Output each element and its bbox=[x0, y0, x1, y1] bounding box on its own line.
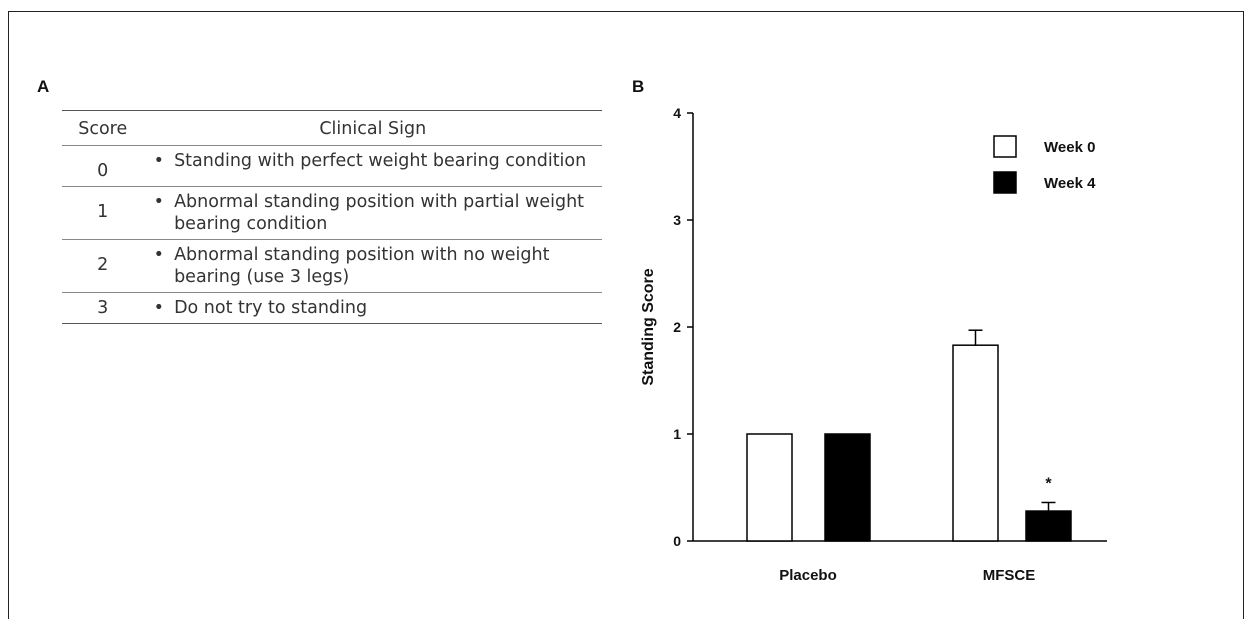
y-tick-label: 2 bbox=[673, 319, 681, 335]
clinical-sign-column-header: Clinical Sign bbox=[143, 110, 602, 146]
panel-a-label: A bbox=[37, 77, 50, 96]
y-tick-label: 4 bbox=[673, 105, 681, 121]
bar bbox=[952, 344, 999, 542]
legend-swatch bbox=[993, 135, 1017, 158]
y-tick-label: 0 bbox=[673, 533, 681, 549]
score-cell: 3 bbox=[62, 292, 144, 324]
bar bbox=[746, 433, 793, 542]
table-row: 0 • Standing with perfect weight bearing… bbox=[62, 145, 602, 187]
score-cell: 0 bbox=[62, 145, 144, 187]
score-table: Score Clinical Sign 0 • Standing with pe… bbox=[62, 110, 602, 324]
score-cell: 2 bbox=[62, 239, 144, 293]
clinical-sign-cell: Do not try to standing bbox=[174, 292, 602, 324]
significance-marker: * bbox=[1045, 475, 1052, 492]
bar bbox=[824, 433, 871, 542]
clinical-sign-cell: Abnormal standing position with no weigh… bbox=[174, 239, 602, 293]
bullet: • bbox=[143, 186, 175, 240]
clinical-sign-cell: Standing with perfect weight bearing con… bbox=[174, 145, 602, 187]
bullet: • bbox=[143, 145, 175, 187]
x-tick-label: Placebo bbox=[779, 567, 837, 584]
score-cell: 1 bbox=[62, 186, 144, 240]
legend-label: Week 0 bbox=[1044, 139, 1095, 156]
bar bbox=[1025, 510, 1072, 542]
table-row: 2 • Abnormal standing position with no w… bbox=[62, 239, 602, 293]
score-column-header: Score bbox=[62, 110, 144, 146]
legend-swatch bbox=[993, 171, 1017, 194]
y-axis-label: Standing Score bbox=[640, 268, 657, 385]
y-tick-label: 1 bbox=[673, 426, 681, 442]
table-row: 1 • Abnormal standing position with part… bbox=[62, 186, 602, 240]
table-header-row: Score Clinical Sign bbox=[62, 110, 602, 146]
legend-label: Week 4 bbox=[1044, 175, 1096, 192]
clinical-sign-cell: Abnormal standing position with partial … bbox=[174, 186, 602, 240]
table-row: 3 • Do not try to standing bbox=[62, 292, 602, 324]
bullet: • bbox=[143, 239, 175, 293]
panel-b-label: B bbox=[632, 77, 645, 96]
y-tick-label: 3 bbox=[673, 212, 681, 228]
x-tick-label: MFSCE bbox=[983, 567, 1036, 584]
bullet: • bbox=[143, 292, 175, 324]
